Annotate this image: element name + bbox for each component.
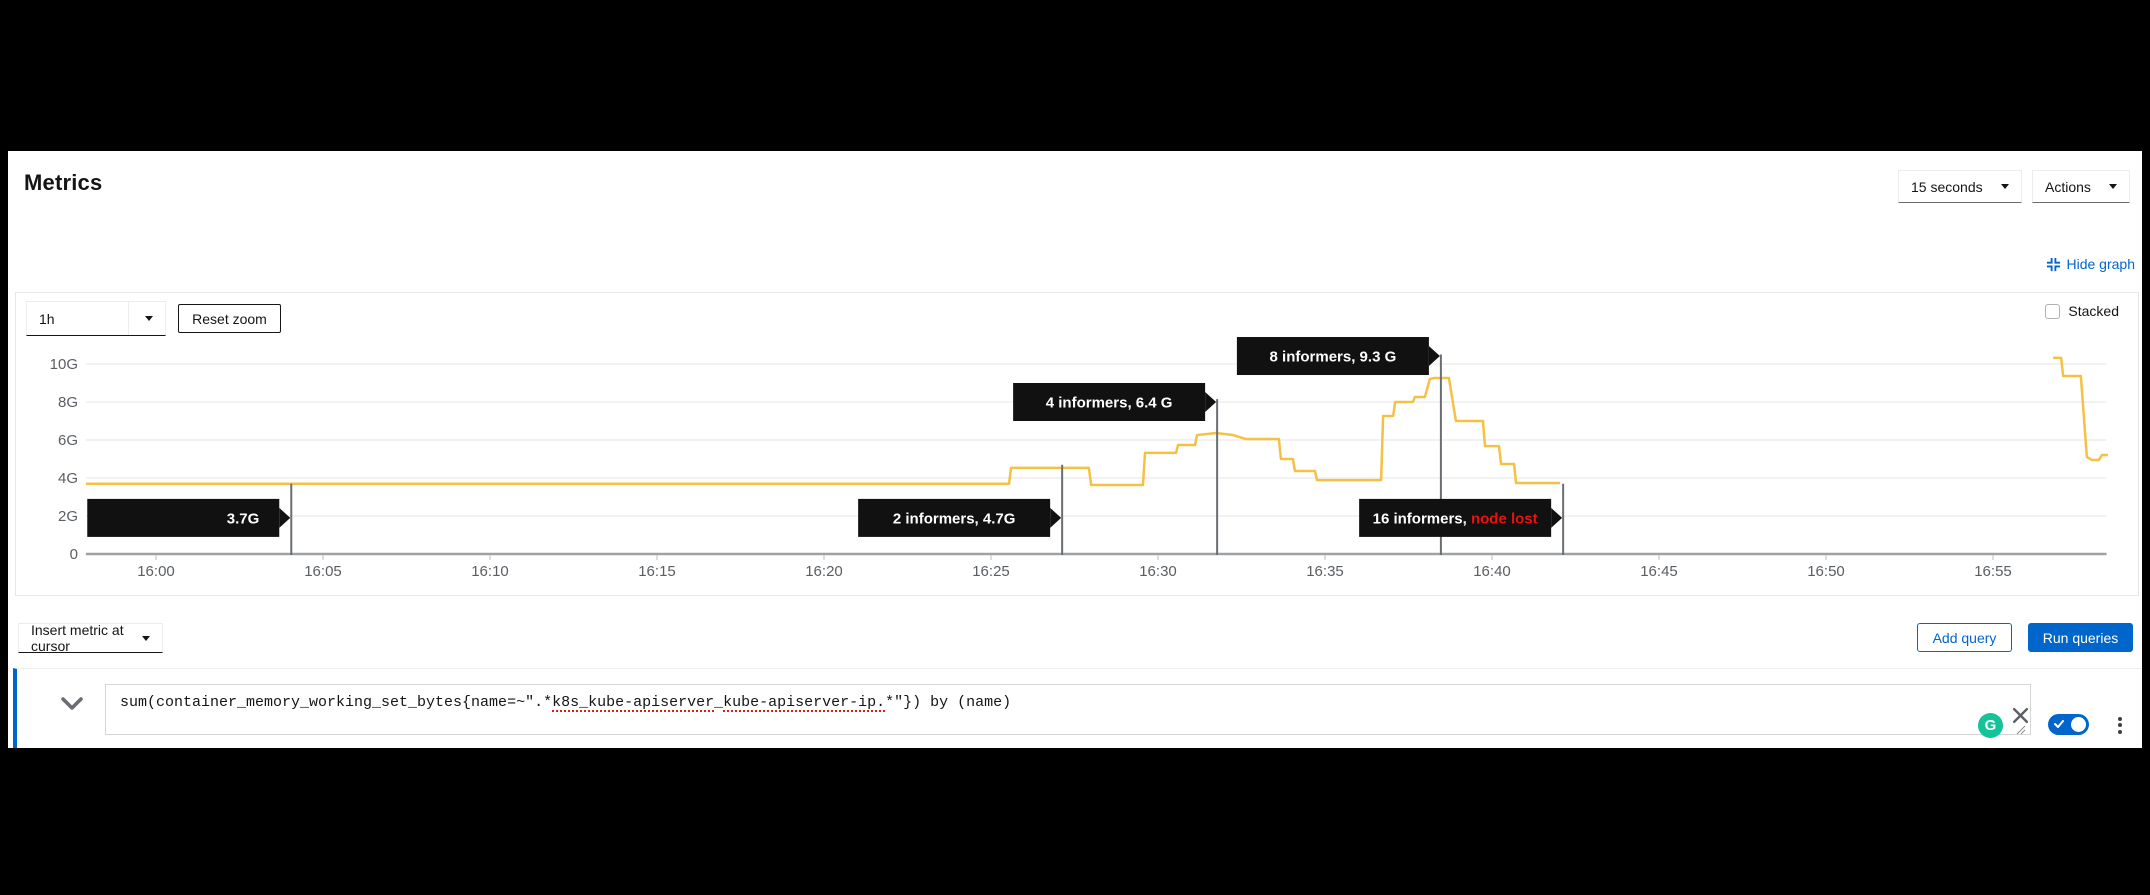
timespan-value: 1h xyxy=(39,310,55,327)
chevron-down-icon xyxy=(145,316,153,321)
x-tick-label: 16:00 xyxy=(137,563,175,580)
x-tick-label: 16:10 xyxy=(471,563,509,580)
y-tick-label: 2G xyxy=(58,508,78,525)
x-tick-label: 16:05 xyxy=(304,563,342,580)
annotation-tooltip-arrow xyxy=(1205,392,1217,412)
annotation-tooltip-label: 3.7G xyxy=(227,510,260,527)
page-title: Metrics xyxy=(24,170,103,195)
run-queries-button[interactable]: Run queries xyxy=(2028,623,2133,652)
x-tick-label: 16:30 xyxy=(1139,563,1177,580)
query-row: sum(container_memory_working_set_bytes{n… xyxy=(13,668,2142,748)
refresh-interval-value: 15 seconds xyxy=(1911,178,1983,195)
toggle-knob xyxy=(2071,717,2086,732)
hide-graph-link[interactable]: Hide graph xyxy=(2046,256,2136,272)
annotation-tooltip-arrow xyxy=(1050,507,1062,528)
actions-dropdown[interactable]: Actions xyxy=(2032,170,2130,203)
query-expression-input[interactable]: sum(container_memory_working_set_bytes{n… xyxy=(105,684,2031,735)
graph-panel: 1h Reset zoom Stacked 16:00 16:05 16:10 16:… xyxy=(15,292,2139,596)
stacked-checkbox[interactable] xyxy=(2045,303,2061,319)
refresh-interval-dropdown[interactable]: 15 seconds xyxy=(1898,170,2022,203)
annotation-tooltip-label: 16 informers, node lost xyxy=(1373,510,1538,527)
stacked-control: Stacked xyxy=(2045,303,2119,319)
metrics-chart[interactable]: 16:00 16:05 16:10 16:15 16:20 16:25 16:30 16:35… xyxy=(16,293,2140,597)
x-tick-label: 16:40 xyxy=(1473,563,1511,580)
x-tick-label: 16:55 xyxy=(1974,563,2012,580)
chevron-down-icon xyxy=(2001,184,2009,189)
query-text: *"}) by (name) xyxy=(885,694,1012,711)
add-query-button[interactable]: Add query xyxy=(1917,623,2012,652)
query-enabled-toggle[interactable] xyxy=(2048,714,2089,735)
x-tick-label: 16:20 xyxy=(805,563,843,580)
hide-graph-label: Hide graph xyxy=(2066,256,2136,272)
annotation-tooltip xyxy=(858,498,1051,537)
divider xyxy=(128,302,129,335)
annotation-tooltip-arrow xyxy=(1551,507,1563,528)
timespan-dropdown[interactable]: 1h xyxy=(26,301,166,336)
annotation-tooltip xyxy=(1013,383,1206,421)
chevron-down-icon xyxy=(142,635,150,641)
close-icon[interactable] xyxy=(2012,707,2029,729)
x-tick-label: 16:15 xyxy=(638,563,676,580)
compress-icon xyxy=(2046,257,2060,271)
annotation-tooltip-label: 2 informers, 4.7G xyxy=(893,510,1016,527)
textarea-resize-handle[interactable] xyxy=(2016,722,2026,740)
stacked-label: Stacked xyxy=(2068,303,2119,319)
annotation-tooltip xyxy=(87,498,280,537)
insert-metric-dropdown[interactable]: Insert metric at cursor xyxy=(18,622,163,654)
annotation-tooltip-label: 4 informers, 6.4 G xyxy=(1046,395,1173,412)
annotation-tooltip-arrow xyxy=(279,507,291,528)
query-text-flagged: k8s_kube-apiserver xyxy=(552,694,715,711)
actions-label: Actions xyxy=(2045,178,2091,195)
reset-zoom-button[interactable]: Reset zoom xyxy=(178,304,281,333)
insert-metric-label: Insert metric at cursor xyxy=(31,622,124,654)
y-tick-label: 10G xyxy=(50,356,78,373)
metrics-page: Metrics 15 seconds Actions Hide graph 1h xyxy=(8,151,2142,748)
annotation-tooltip xyxy=(1359,498,1552,537)
y-tick-label: 4G xyxy=(58,470,78,487)
kebab-menu-icon[interactable] xyxy=(2111,711,2129,739)
y-tick-label: 6G xyxy=(58,432,78,449)
chevron-down-icon xyxy=(2109,184,2117,189)
x-tick-label: 16:45 xyxy=(1640,563,1678,580)
annotation-tooltip-arrow xyxy=(1428,346,1440,367)
query-text-flagged: kube-apiserver-ip. xyxy=(723,694,886,711)
y-tick-label: 0 xyxy=(70,546,78,563)
y-tick-label: 8G xyxy=(58,394,78,411)
x-tick-label: 16:50 xyxy=(1807,563,1845,580)
query-text: _ xyxy=(714,694,724,711)
x-tick-label: 16:25 xyxy=(972,563,1010,580)
collapse-query-chevron-icon[interactable] xyxy=(61,697,83,715)
series-line xyxy=(85,376,1561,487)
annotation-tooltip xyxy=(1236,337,1429,376)
x-tick-label: 16:35 xyxy=(1306,563,1344,580)
annotation-tooltip-label: 8 informers, 9.3 G xyxy=(1270,349,1397,366)
grammarly-icon[interactable]: G xyxy=(1978,713,2003,738)
series-line xyxy=(2053,356,2108,462)
query-text: sum(container_memory_working_set_bytes{n… xyxy=(120,694,553,711)
